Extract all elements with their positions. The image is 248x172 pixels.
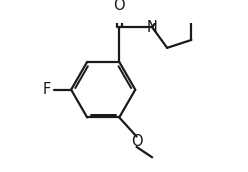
Text: F: F [43, 82, 51, 97]
Text: O: O [131, 134, 142, 149]
Text: O: O [113, 0, 125, 13]
Text: N: N [147, 20, 158, 35]
